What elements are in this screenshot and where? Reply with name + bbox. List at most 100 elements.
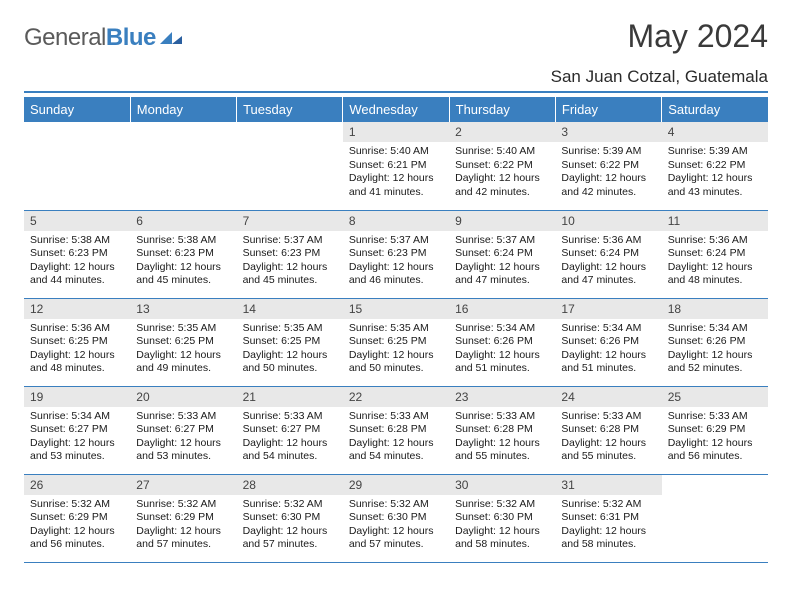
calendar-cell: 3Sunrise: 5:39 AMSunset: 6:22 PMDaylight… <box>555 122 661 210</box>
calendar-cell: .. <box>24 122 130 210</box>
day-number: 21 <box>237 387 343 407</box>
calendar-cell: 22 Sunrise: 5:33 AMSunset: 6:28 PMDayligh… <box>343 386 449 474</box>
day-number: 12 <box>24 299 130 319</box>
day-number: 1 <box>343 122 449 142</box>
calendar-cell: 10 Sunrise: 5:36 AMSunset: 6:24 PMDayligh… <box>555 210 661 298</box>
calendar-cell: 6 Sunrise: 5:38 AMSunset: 6:23 PMDaylight… <box>130 210 236 298</box>
day-details: Sunrise: 5:40 AMSunset: 6:22 PMDaylight:… <box>449 145 555 200</box>
header: GeneralBlue May 2024 <box>24 18 768 55</box>
day-number: 15 <box>343 299 449 319</box>
day-details: Sunrise: 5:37 AMSunset: 6:23 PMDaylight:… <box>343 234 449 289</box>
weekday-row: SundayMondayTuesdayWednesdayThursdayFrid… <box>24 97 768 122</box>
day-details: Sunrise: 5:35 AMSunset: 6:25 PMDaylight:… <box>343 322 449 377</box>
day-number: 5 <box>24 211 130 231</box>
day-number: 6 <box>130 211 236 231</box>
day-number: 9 <box>449 211 555 231</box>
day-number: 29 <box>343 475 449 495</box>
day-number: 26 <box>24 475 130 495</box>
day-number: 13 <box>130 299 236 319</box>
day-number: 22 <box>343 387 449 407</box>
weekday-header: Friday <box>555 97 661 122</box>
calendar-cell: 1 Sunrise: 5:40 AMSunset: 6:21 PMDaylight… <box>343 122 449 210</box>
calendar-cell: 4Sunrise: 5:39 AMSunset: 6:22 PMDaylight… <box>662 122 768 210</box>
calendar-cell: 29 Sunrise: 5:32 AMSunset: 6:30 PMDayligh… <box>343 474 449 562</box>
day-details: Sunrise: 5:32 AMSunset: 6:31 PMDaylight:… <box>555 498 661 553</box>
day-details: Sunrise: 5:34 AMSunset: 6:26 PMDaylight:… <box>449 322 555 377</box>
day-details: Sunrise: 5:39 AMSunset: 6:22 PMDaylight:… <box>662 145 768 200</box>
day-number: 23 <box>449 387 555 407</box>
day-number: 19 <box>24 387 130 407</box>
calendar-cell: .. <box>237 122 343 210</box>
day-number: 8 <box>343 211 449 231</box>
calendar-cell: 7Sunrise: 5:37 AMSunset: 6:23 PMDaylight… <box>237 210 343 298</box>
calendar-cell: 12 Sunrise: 5:36 AMSunset: 6:25 PMDayligh… <box>24 298 130 386</box>
calendar-cell: 14Sunrise: 5:35 AMSunset: 6:25 PMDayligh… <box>237 298 343 386</box>
weekday-header: Monday <box>130 97 236 122</box>
location: San Juan Cotzal, Guatemala <box>24 67 768 93</box>
calendar-document: GeneralBlue May 2024 San Juan Cotzal, Gu… <box>0 0 792 573</box>
month-title: May 2024 <box>627 18 768 55</box>
calendar-cell: 23 Sunrise: 5:33 AMSunset: 6:28 PMDayligh… <box>449 386 555 474</box>
day-details: Sunrise: 5:37 AMSunset: 6:23 PMDaylight:… <box>237 234 343 289</box>
day-number: 25 <box>662 387 768 407</box>
calendar-cell: .. <box>662 474 768 562</box>
logo: GeneralBlue <box>24 18 182 52</box>
day-number: 3 <box>555 122 661 142</box>
calendar-row: ......1Sunrise: 5:40 AMSunset: 6:21 PMDa… <box>24 122 768 210</box>
day-details: Sunrise: 5:32 AMSunset: 6:29 PMDaylight:… <box>24 498 130 553</box>
day-details: Sunrise: 5:37 AMSunset: 6:24 PMDaylight:… <box>449 234 555 289</box>
day-details: Sunrise: 5:32 AMSunset: 6:29 PMDaylight:… <box>130 498 236 553</box>
day-number: 11 <box>662 211 768 231</box>
calendar-cell: 27 Sunrise: 5:32 AMSunset: 6:29 PMDayligh… <box>130 474 236 562</box>
calendar-cell: 17 Sunrise: 5:34 AMSunset: 6:26 PMDayligh… <box>555 298 661 386</box>
calendar-cell: 8 Sunrise: 5:37 AMSunset: 6:23 PMDaylight… <box>343 210 449 298</box>
day-number: 28 <box>237 475 343 495</box>
day-number: 10 <box>555 211 661 231</box>
logo-mark-icon <box>160 30 182 46</box>
day-number: 18 <box>662 299 768 319</box>
calendar-head: SundayMondayTuesdayWednesdayThursdayFrid… <box>24 97 768 122</box>
day-details: Sunrise: 5:33 AMSunset: 6:29 PMDaylight:… <box>662 410 768 465</box>
day-details: Sunrise: 5:36 AMSunset: 6:25 PMDaylight:… <box>24 322 130 377</box>
day-details: Sunrise: 5:38 AMSunset: 6:23 PMDaylight:… <box>130 234 236 289</box>
weekday-header: Wednesday <box>343 97 449 122</box>
day-details: Sunrise: 5:36 AMSunset: 6:24 PMDaylight:… <box>662 234 768 289</box>
day-details: Sunrise: 5:33 AMSunset: 6:28 PMDaylight:… <box>449 410 555 465</box>
day-number: 27 <box>130 475 236 495</box>
calendar-cell: 16Sunrise: 5:34 AMSunset: 6:26 PMDayligh… <box>449 298 555 386</box>
day-number: 24 <box>555 387 661 407</box>
calendar-cell: 24 Sunrise: 5:33 AMSunset: 6:28 PMDayligh… <box>555 386 661 474</box>
day-number: 30 <box>449 475 555 495</box>
weekday-header: Sunday <box>24 97 130 122</box>
calendar-cell: 28Sunrise: 5:32 AMSunset: 6:30 PMDayligh… <box>237 474 343 562</box>
calendar-row: 5Sunrise: 5:38 AMSunset: 6:23 PMDaylight… <box>24 210 768 298</box>
day-details: Sunrise: 5:40 AMSunset: 6:21 PMDaylight:… <box>343 145 449 200</box>
calendar-cell: 15 Sunrise: 5:35 AMSunset: 6:25 PMDayligh… <box>343 298 449 386</box>
day-details: Sunrise: 5:33 AMSunset: 6:28 PMDaylight:… <box>343 410 449 465</box>
calendar-cell: 25 Sunrise: 5:33 AMSunset: 6:29 PMDayligh… <box>662 386 768 474</box>
calendar-cell: 9 Sunrise: 5:37 AMSunset: 6:24 PMDaylight… <box>449 210 555 298</box>
day-details: Sunrise: 5:32 AMSunset: 6:30 PMDaylight:… <box>343 498 449 553</box>
day-number: 17 <box>555 299 661 319</box>
calendar-cell: 21 Sunrise: 5:33 AMSunset: 6:27 PMDayligh… <box>237 386 343 474</box>
day-details: Sunrise: 5:36 AMSunset: 6:24 PMDaylight:… <box>555 234 661 289</box>
day-details: Sunrise: 5:33 AMSunset: 6:27 PMDaylight:… <box>237 410 343 465</box>
day-number: 14 <box>237 299 343 319</box>
calendar-cell: 18Sunrise: 5:34 AMSunset: 6:26 PMDayligh… <box>662 298 768 386</box>
calendar-row: 12 Sunrise: 5:36 AMSunset: 6:25 PMDayligh… <box>24 298 768 386</box>
day-details: Sunrise: 5:33 AMSunset: 6:28 PMDaylight:… <box>555 410 661 465</box>
weekday-header: Saturday <box>662 97 768 122</box>
calendar-cell: 5 Sunrise: 5:38 AMSunset: 6:23 PMDaylight… <box>24 210 130 298</box>
day-details: Sunrise: 5:34 AMSunset: 6:26 PMDaylight:… <box>555 322 661 377</box>
day-details: Sunrise: 5:35 AMSunset: 6:25 PMDaylight:… <box>130 322 236 377</box>
calendar-cell: 2Sunrise: 5:40 AMSunset: 6:22 PMDaylight… <box>449 122 555 210</box>
calendar-row: 26Sunrise: 5:32 AMSunset: 6:29 PMDayligh… <box>24 474 768 562</box>
calendar-cell: 11 Sunrise: 5:36 AMSunset: 6:24 PMDayligh… <box>662 210 768 298</box>
weekday-header: Tuesday <box>237 97 343 122</box>
day-details: Sunrise: 5:32 AMSunset: 6:30 PMDaylight:… <box>449 498 555 553</box>
logo-text-1: General <box>24 24 106 51</box>
logo-text-2: Blue <box>106 24 156 51</box>
calendar-body: ......1Sunrise: 5:40 AMSunset: 6:21 PMDa… <box>24 122 768 562</box>
day-details: Sunrise: 5:38 AMSunset: 6:23 PMDaylight:… <box>24 234 130 289</box>
calendar-cell: 19Sunrise: 5:34 AMSunset: 6:27 PMDayligh… <box>24 386 130 474</box>
